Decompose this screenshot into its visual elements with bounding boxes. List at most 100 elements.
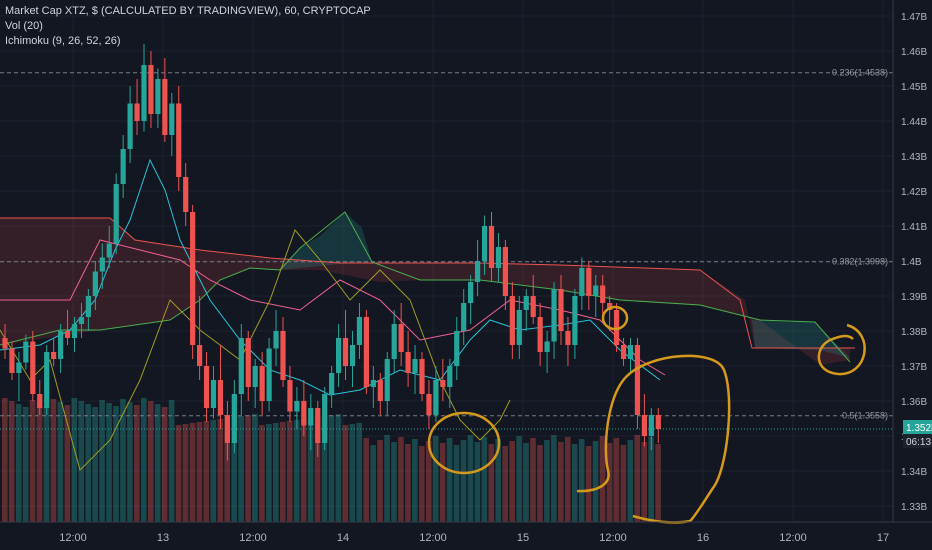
volume-bar <box>641 442 647 522</box>
candle-body <box>92 271 98 296</box>
candle-body <box>537 317 543 352</box>
candle <box>398 303 404 366</box>
volume-bar <box>613 438 620 522</box>
time-axis[interactable]: 12:00 13 12:00 14 12:00 15 12:00 16 12:00 17 <box>0 521 932 544</box>
candle <box>16 352 22 401</box>
candle-body <box>468 282 474 303</box>
candle-body <box>259 366 265 401</box>
candle <box>197 296 203 380</box>
cloud-green <box>278 212 372 270</box>
candle-body <box>23 341 29 363</box>
candle-body <box>426 394 432 415</box>
volume-bar <box>273 423 279 522</box>
candle <box>356 303 363 359</box>
candle <box>614 303 620 352</box>
candle-body <box>495 247 502 268</box>
candle-body <box>419 359 425 394</box>
price-tick-label: 1.46B <box>901 47 927 58</box>
candle <box>454 317 460 380</box>
volume-bar <box>259 425 265 522</box>
grid-lines <box>0 0 893 522</box>
candle-body <box>447 366 453 387</box>
candle-body <box>58 331 64 359</box>
volume-bar <box>599 436 606 522</box>
price-tick-label: 1.33B <box>901 502 927 513</box>
volume-bar <box>15 404 22 522</box>
ichimoku-indicator-label[interactable]: Ichimoku (9, 26, 52, 26) <box>5 35 121 47</box>
candle-body <box>308 408 314 426</box>
candle <box>51 338 57 366</box>
symbol-title[interactable]: Market Cap XTZ, $ (CALCULATED BY TRADING… <box>5 5 371 17</box>
candle-body <box>134 103 140 121</box>
volume-bar <box>321 416 328 522</box>
candle-body <box>398 324 404 352</box>
volume-bar <box>564 437 571 522</box>
candle-body <box>37 394 43 408</box>
candle-body <box>287 380 293 412</box>
volume-bar <box>154 404 161 522</box>
volume-bar <box>634 435 641 522</box>
candle <box>308 394 314 450</box>
price-tick-label: 1.41B <box>901 222 927 233</box>
candle-body <box>572 296 578 345</box>
volume-indicator-label[interactable]: Vol (20) <box>5 20 43 32</box>
candle <box>231 380 237 454</box>
candle <box>551 282 557 359</box>
volume-bar <box>432 436 439 522</box>
ichimoku-cloud <box>0 212 850 365</box>
volume-bar <box>99 400 105 522</box>
candle <box>252 359 258 408</box>
candle-body <box>593 285 599 296</box>
candle <box>593 275 599 317</box>
candle <box>627 338 634 373</box>
price-tick-label: 1.47B <box>901 12 927 23</box>
volume-bar <box>22 407 29 522</box>
candle-body <box>329 373 335 394</box>
candle <box>245 331 251 401</box>
volume-bar <box>43 406 50 522</box>
candle <box>127 86 133 163</box>
volume-bar <box>314 417 321 522</box>
candle-body <box>99 257 105 272</box>
candle-body <box>614 310 620 345</box>
candle <box>273 310 279 366</box>
candle-body <box>2 338 8 349</box>
volume-bar <box>168 400 175 522</box>
candle-body <box>322 394 328 443</box>
volume-bar <box>252 414 258 522</box>
volume-bar <box>335 414 342 522</box>
price-tick-label: 1.37B <box>901 362 927 373</box>
candle <box>530 275 536 324</box>
time-tick-label: 12:00 <box>779 532 807 544</box>
candle <box>162 58 168 142</box>
candle-body <box>252 366 258 387</box>
candle-body <box>391 324 397 359</box>
candle-body <box>183 177 189 212</box>
candle <box>224 401 230 461</box>
volume-bar <box>648 437 654 522</box>
price-axis[interactable]: 1.47B 1.46B 1.45B 1.44B 1.43B 1.42B 1.41B 1.4B 1… <box>892 0 927 522</box>
candle-body <box>565 331 571 345</box>
candle <box>572 289 578 359</box>
candle-body <box>245 338 251 387</box>
volume-bar <box>398 437 404 522</box>
candle <box>620 338 627 366</box>
candle-body <box>363 317 369 387</box>
candle <box>558 275 564 345</box>
annotation-circle <box>427 411 501 475</box>
volume-bar <box>356 423 363 522</box>
volume-bar <box>231 417 237 522</box>
time-tick-label: 12:00 <box>239 532 267 544</box>
candle <box>44 345 50 415</box>
cloud-red <box>0 218 850 365</box>
candle <box>495 233 502 282</box>
fib-label: 0.382(1.3998) <box>832 257 888 267</box>
volume-bar <box>391 442 397 522</box>
candle-body <box>169 103 175 135</box>
candle <box>30 331 36 401</box>
volume-bar <box>8 401 15 522</box>
volume-bar <box>134 405 140 522</box>
volume-bar <box>266 424 272 522</box>
candle <box>134 79 140 135</box>
